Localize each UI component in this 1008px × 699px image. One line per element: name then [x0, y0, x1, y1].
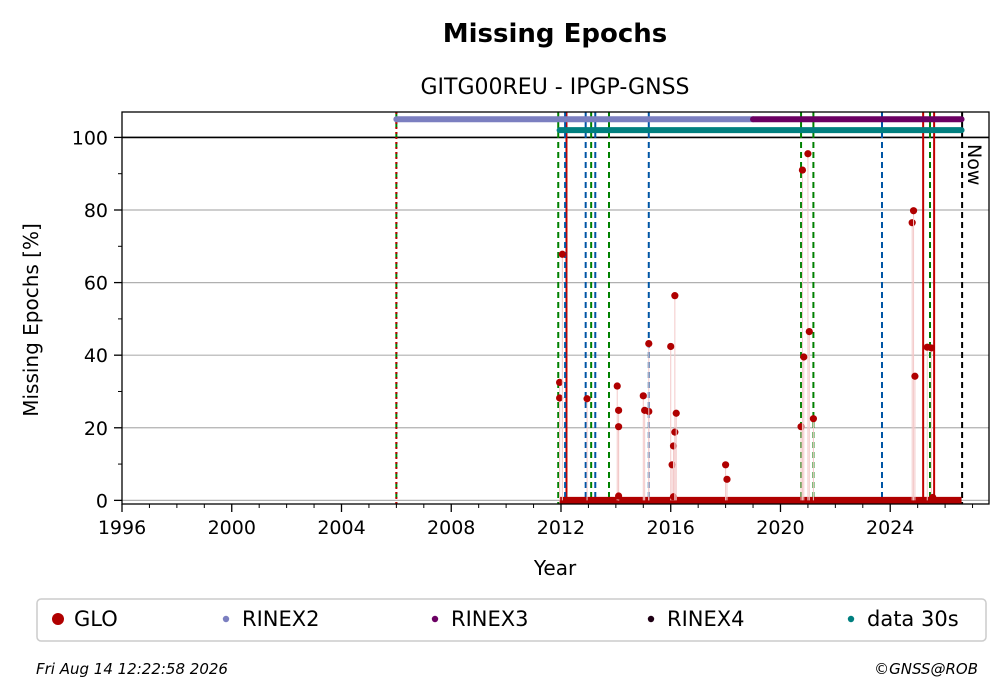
- x-tick-label-2016: 2016: [647, 517, 695, 539]
- x-tick-label-1996: 1996: [98, 517, 146, 539]
- legend: GLO RINEX2 RINEX3 RINEX4 data 30s: [36, 598, 987, 642]
- glo-point-1: [556, 394, 564, 402]
- glo-point-16: [671, 292, 679, 300]
- glo-point-2: [558, 250, 566, 258]
- x-axis-ticks: 1996 2000 2004 2008 2012 2016 2020 2024: [98, 504, 974, 539]
- x-axis-label: Year: [533, 556, 577, 580]
- x-tick-label-2020: 2020: [756, 517, 804, 539]
- glo-point-3: [583, 395, 591, 403]
- data-bands: [393, 116, 965, 134]
- event-lines: [395, 112, 964, 504]
- glo-point-29: [911, 372, 919, 380]
- glo-point-27: [908, 219, 916, 227]
- glo-point-11: [645, 339, 653, 348]
- glo-point-12: [667, 342, 675, 351]
- chart-subtitle: GITG00REU - IPGP-GNSS: [421, 75, 690, 100]
- y-axis-label: Missing Epochs [%]: [19, 223, 43, 417]
- legend-label-2: RINEX3: [451, 607, 529, 631]
- y-tick-label-20: 20: [84, 418, 108, 440]
- y-tick-label-80: 80: [84, 200, 108, 222]
- glo-point-23: [800, 353, 808, 361]
- glo-point-32: [929, 493, 937, 502]
- y-axis-ticks: 0 20 40 60 80 100: [72, 127, 122, 512]
- glo-point-18: [672, 409, 680, 417]
- legend-marker-3: [647, 615, 655, 623]
- glo-point-17: [671, 428, 679, 436]
- legend-marker-1: [222, 615, 230, 623]
- x-tick-label-2012: 2012: [537, 517, 585, 539]
- x-tick-label-2000: 2000: [208, 517, 256, 539]
- glo-point-5: [615, 406, 623, 414]
- glo-point-6: [615, 423, 623, 431]
- legend-label-4: data 30s: [867, 607, 959, 631]
- y-tick-label-60: 60: [84, 273, 108, 295]
- y-tick-label-0: 0: [96, 490, 108, 512]
- glo-point-22: [798, 166, 807, 174]
- legend-marker-2: [431, 615, 439, 623]
- footer-timestamp: Fri Aug 14 12:22:58 2026: [36, 660, 228, 678]
- grid-lines: [122, 136, 989, 501]
- legend-box: [36, 598, 987, 642]
- footer-credit: ©GNSS@ROB: [874, 660, 978, 678]
- glo-point-0: [556, 378, 564, 387]
- y-tick-label-40: 40: [84, 345, 108, 367]
- legend-label-0: GLO: [74, 607, 118, 631]
- legend-label-1: RINEX2: [242, 607, 320, 631]
- glo-point-31: [927, 344, 935, 352]
- glo-point-19: [722, 461, 730, 469]
- glo-point-24: [804, 150, 812, 158]
- glo-point-28: [909, 207, 918, 215]
- legend-marker-4: [847, 615, 855, 623]
- x-tick-label-2024: 2024: [866, 517, 914, 539]
- plot-frame: [121, 111, 990, 505]
- legend-label-3: RINEX4: [667, 607, 745, 631]
- now-label: Now: [963, 144, 985, 185]
- x-tick-label-2008: 2008: [427, 517, 475, 539]
- chart-title: Missing Epochs: [443, 19, 667, 49]
- glo-point-4: [613, 382, 621, 390]
- glo-point-7: [615, 492, 623, 500]
- glo-point-8: [639, 392, 647, 400]
- glo-point-20: [723, 475, 731, 483]
- y-tick-label-100: 100: [72, 127, 108, 149]
- glo-point-25: [805, 327, 813, 336]
- glo-points: [556, 150, 962, 504]
- legend-marker-0: [52, 613, 64, 625]
- glo-point-26: [809, 415, 818, 423]
- x-tick-label-2004: 2004: [317, 517, 365, 539]
